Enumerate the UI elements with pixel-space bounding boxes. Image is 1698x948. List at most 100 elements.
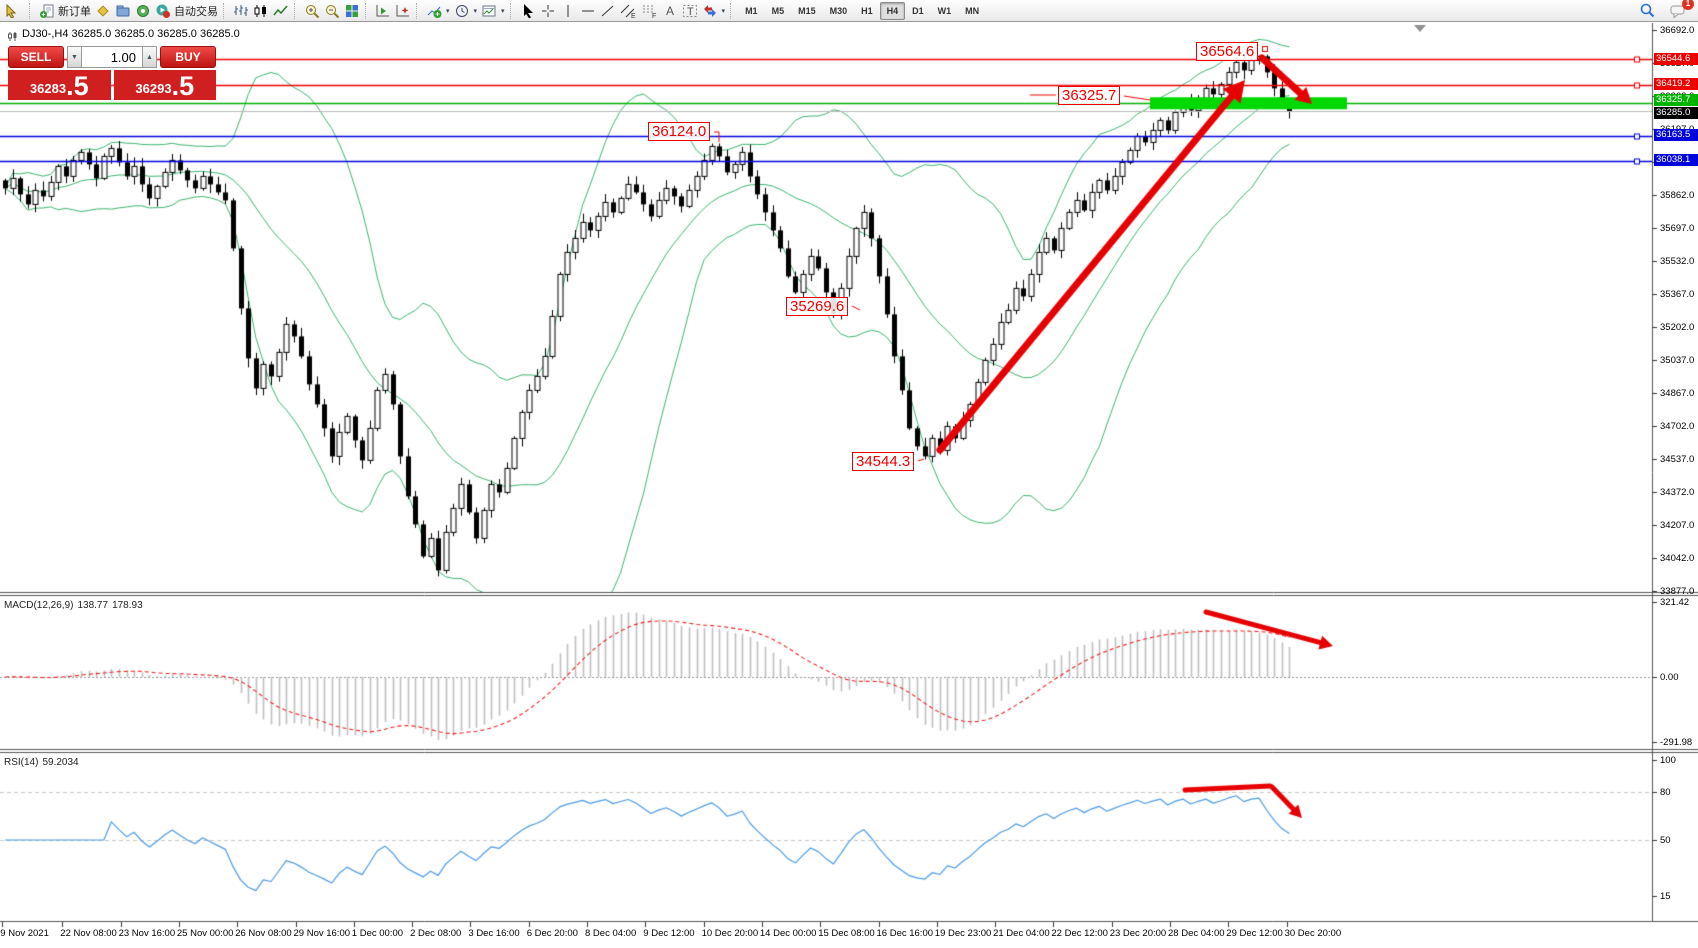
time-axis-label: 2 Dec 08:00 bbox=[410, 928, 462, 939]
timeframe-w1[interactable]: W1 bbox=[937, 5, 952, 16]
time-axis-label: 14 Dec 00:00 bbox=[759, 928, 817, 939]
timeframe-d1[interactable]: D1 bbox=[912, 5, 924, 16]
price-axis-tick: 34867.0 bbox=[1660, 388, 1695, 399]
chart-title: DJ30-,H4 36285.0 36285.0 36285.0 36285.0 bbox=[22, 28, 240, 40]
dropdown-arrow-icon: ▾ bbox=[501, 7, 505, 15]
price-axis-tick: 35532.0 bbox=[1660, 256, 1695, 267]
sell-button[interactable]: SELL bbox=[8, 46, 64, 68]
timeframe-m5[interactable]: M5 bbox=[771, 5, 785, 16]
add-indicator-button[interactable]: ▾ bbox=[424, 1, 452, 21]
zoom-out-button[interactable] bbox=[322, 1, 342, 21]
market-watch-button[interactable] bbox=[93, 1, 113, 21]
candlestick-chart-button[interactable] bbox=[251, 1, 271, 21]
price-line-label[interactable]: 36325.7 bbox=[1654, 93, 1698, 106]
cropped-tool-icon[interactable] bbox=[2, 1, 26, 21]
buy-button[interactable]: BUY bbox=[160, 46, 216, 68]
arrows-icon bbox=[702, 3, 718, 19]
time-axis-label: 29 Nov 16:00 bbox=[293, 928, 351, 939]
text-label-icon: T bbox=[682, 3, 698, 19]
rsi-name: RSI(14) bbox=[4, 757, 39, 768]
toolbar-separator bbox=[509, 2, 515, 19]
templates-button[interactable]: ▾ bbox=[479, 1, 507, 21]
price-axis-tick: 35697.0 bbox=[1660, 223, 1695, 234]
timeframe-h4[interactable]: H4 bbox=[879, 1, 906, 20]
one-click-trading-panel: SELL ▼ ▲ BUY 36283.5 36293.5 bbox=[8, 46, 216, 100]
notifications-button[interactable]: 1 bbox=[1668, 0, 1694, 21]
new-order-button[interactable]: 新订单 bbox=[37, 1, 93, 21]
timeframe-h1[interactable]: H1 bbox=[861, 5, 873, 16]
search-button[interactable] bbox=[1636, 1, 1658, 21]
macd-axis-tick: -291.98 bbox=[1660, 737, 1693, 748]
volume-decrease-button[interactable]: ▼ bbox=[67, 46, 82, 68]
signals-icon bbox=[135, 3, 151, 19]
tile-windows-button[interactable] bbox=[342, 1, 362, 21]
price-line-label[interactable]: 36163.5 bbox=[1654, 129, 1698, 142]
time-axis-label: 19 Dec 23:00 bbox=[934, 928, 992, 939]
equidistant-channel-tool-button[interactable]: E bbox=[618, 1, 639, 21]
navigator-button[interactable] bbox=[113, 1, 133, 21]
zoom-in-button[interactable] bbox=[302, 1, 322, 21]
rsi-axis-tick: 100 bbox=[1660, 755, 1676, 766]
time-axis-label: 28 Dec 04:00 bbox=[1168, 928, 1225, 939]
price-line-label[interactable]: 36038.1 bbox=[1654, 154, 1698, 167]
price-callout[interactable]: 36564.6 bbox=[1196, 42, 1259, 61]
price-line-label[interactable]: 36285.0 bbox=[1654, 106, 1698, 119]
text-label-tool-button[interactable]: T bbox=[680, 1, 700, 21]
tile-windows-icon bbox=[344, 3, 360, 19]
templates-icon bbox=[481, 3, 497, 19]
timeframe-m15[interactable]: M15 bbox=[798, 5, 816, 16]
price-line-label[interactable]: 36419.2 bbox=[1654, 78, 1698, 91]
volume-input[interactable] bbox=[82, 46, 142, 68]
text-tool-button[interactable]: A bbox=[660, 1, 680, 21]
autotrade-button[interactable]: 自动交易 bbox=[153, 1, 220, 21]
price-callout[interactable]: 34544.3 bbox=[852, 452, 915, 471]
line-chart-icon bbox=[273, 3, 289, 19]
price-axis-tick: 35367.0 bbox=[1660, 289, 1695, 300]
timeframe-m1[interactable]: M1 bbox=[745, 5, 758, 16]
equidistant-channel-icon: E bbox=[620, 3, 637, 19]
dropdown-arrow-icon: ▾ bbox=[446, 7, 450, 15]
buy-price-display[interactable]: 36293.5 bbox=[113, 70, 216, 100]
timeframe-m30[interactable]: M30 bbox=[829, 5, 848, 16]
crosshair-icon bbox=[540, 3, 556, 19]
new-order-label: 新订单 bbox=[58, 5, 91, 18]
periods-button[interactable]: ▾ bbox=[452, 1, 480, 21]
toolbar-separator bbox=[29, 2, 34, 19]
auto-scroll-button[interactable] bbox=[393, 1, 413, 21]
price-callout[interactable]: 36124.0 bbox=[648, 122, 711, 141]
price-line-label[interactable]: 36544.6 bbox=[1654, 52, 1698, 65]
time-axis-label: 10 Dec 20:00 bbox=[701, 928, 759, 939]
bar-chart-button[interactable] bbox=[231, 1, 251, 21]
volume-increase-button[interactable]: ▲ bbox=[142, 46, 157, 68]
toolbar-separator bbox=[365, 2, 370, 19]
candlestick-chart-icon bbox=[253, 3, 269, 19]
timeframe-switcher: M1 M5 M15 M30 H1 H4 D1 W1 MN bbox=[738, 1, 986, 20]
trendline-icon bbox=[600, 3, 616, 19]
line-chart-button[interactable] bbox=[271, 1, 291, 21]
rsi-axis-tick: 50 bbox=[1660, 835, 1671, 846]
sell-price-display[interactable]: 36283.5 bbox=[8, 70, 111, 100]
signals-button[interactable] bbox=[133, 1, 153, 21]
cursor-tool-button[interactable] bbox=[518, 1, 538, 21]
chart-shift-button[interactable] bbox=[373, 1, 393, 21]
trade-panel-price-row: 36283.5 36293.5 bbox=[8, 70, 216, 100]
timeframe-mn[interactable]: MN bbox=[965, 5, 980, 16]
search-icon bbox=[1638, 2, 1656, 20]
trendline-tool-button[interactable] bbox=[598, 1, 618, 21]
horizontal-line-tool-button[interactable] bbox=[578, 1, 598, 21]
toolbar-separator bbox=[223, 2, 228, 19]
crosshair-tool-button[interactable] bbox=[538, 1, 558, 21]
fibonacci-tool-button[interactable]: F bbox=[639, 1, 660, 21]
time-axis-label: 30 Dec 20:00 bbox=[1284, 928, 1342, 939]
time-axis-label: 22 Dec 12:00 bbox=[1051, 928, 1108, 939]
zoom-out-icon bbox=[324, 3, 340, 19]
dropdown-arrow-icon: ▾ bbox=[721, 7, 726, 15]
arrows-tool-button[interactable]: ▾ bbox=[700, 1, 728, 21]
time-axis-label: 21 Dec 04:00 bbox=[993, 928, 1050, 939]
price-callout[interactable]: 35269.6 bbox=[786, 297, 849, 316]
vertical-line-tool-button[interactable] bbox=[558, 1, 578, 21]
price-callout[interactable]: 36325.7 bbox=[1058, 86, 1121, 105]
add-indicator-icon bbox=[426, 3, 442, 19]
time-axis-label: 6 Dec 20:00 bbox=[526, 928, 578, 939]
